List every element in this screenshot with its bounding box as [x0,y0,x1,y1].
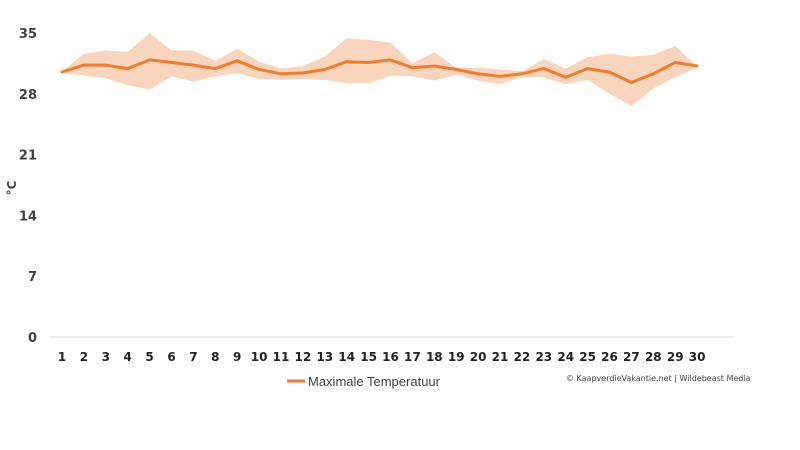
band-layer [62,33,698,106]
data-point [520,72,524,76]
x-tick-label: 22 [514,350,531,364]
data-point [257,68,261,71]
data-point [630,81,633,84]
data-point [235,59,239,63]
x-tick-label: 3 [102,350,110,364]
x-tick-label: 16 [382,350,399,364]
x-tick-label: 11 [273,350,290,364]
data-point [673,61,677,64]
x-tick-label: 5 [145,350,153,364]
data-point [192,63,195,67]
data-point [608,70,611,74]
y-tick-label: 35 [19,27,37,42]
data-point [323,68,327,71]
y-tick-label: 0 [28,331,37,346]
data-point [104,63,108,67]
x-tick-label: 29 [667,350,684,364]
x-tick-label: 17 [404,350,421,364]
y-axis-label: °C [5,180,19,195]
legend-label: Maximale Temperatuur [308,374,441,389]
data-point [454,68,458,71]
data-point [279,72,283,76]
data-point [82,63,86,67]
data-point [148,58,152,62]
credit-text: © KaapverdieVakantie.net | Wildebeast Me… [566,374,751,383]
data-point [586,67,589,70]
data-point [411,66,414,70]
data-point [126,67,130,70]
data-point [301,71,305,75]
x-tick-label: 8 [211,350,219,364]
data-point [542,67,546,70]
x-tick-label: 26 [601,350,618,364]
x-tick-label: 21 [492,350,509,364]
x-tick-label: 9 [233,350,241,364]
data-point [345,60,349,64]
legend: Maximale Temperatuur [287,374,441,389]
x-tick-label: 13 [316,350,333,364]
data-point [564,75,568,79]
data-point [389,58,392,62]
x-tick-label: 15 [360,350,377,364]
x-tick-label: 24 [557,350,574,364]
data-point [367,61,370,64]
x-tick-label: 10 [251,350,268,364]
x-tick-label: 28 [645,350,662,364]
x-tick-label: 4 [124,350,132,364]
x-tick-label: 14 [338,350,355,364]
x-ticks: 1 2 3 4 5 6 7 8 9 10 11 12 13 14 15 16 17 18 19 20 21 22 23 24 2… [58,350,706,364]
x-tick-label: 30 [689,350,706,364]
y-tick-label: 7 [28,270,37,285]
x-tick-label: 19 [448,350,465,364]
series-layer [60,58,699,84]
y-tick-label: 14 [19,209,37,224]
x-tick-label: 27 [623,350,640,364]
data-point [695,64,699,68]
x-tick-label: 12 [295,350,312,364]
x-tick-label: 25 [579,350,596,364]
series-line [60,58,699,84]
data-point [651,72,655,76]
x-tick-label: 6 [167,350,175,364]
x-tick-label: 18 [426,350,443,364]
y-ticks: 0 7 14 21 28 35 [19,27,37,346]
x-tick-label: 7 [189,350,197,364]
x-tick-label: 2 [80,350,88,364]
data-point [476,72,480,76]
y-tick-label: 21 [19,149,37,164]
data-point [170,61,173,64]
data-point [60,70,64,74]
data-point [213,67,217,70]
x-tick-label: 1 [58,350,66,364]
y-tick-label: 28 [19,88,37,103]
x-tick-label: 23 [535,350,552,364]
temperature-range-band [62,33,698,106]
data-point [498,75,502,78]
data-point [432,64,436,68]
x-tick-label: 20 [470,350,487,364]
